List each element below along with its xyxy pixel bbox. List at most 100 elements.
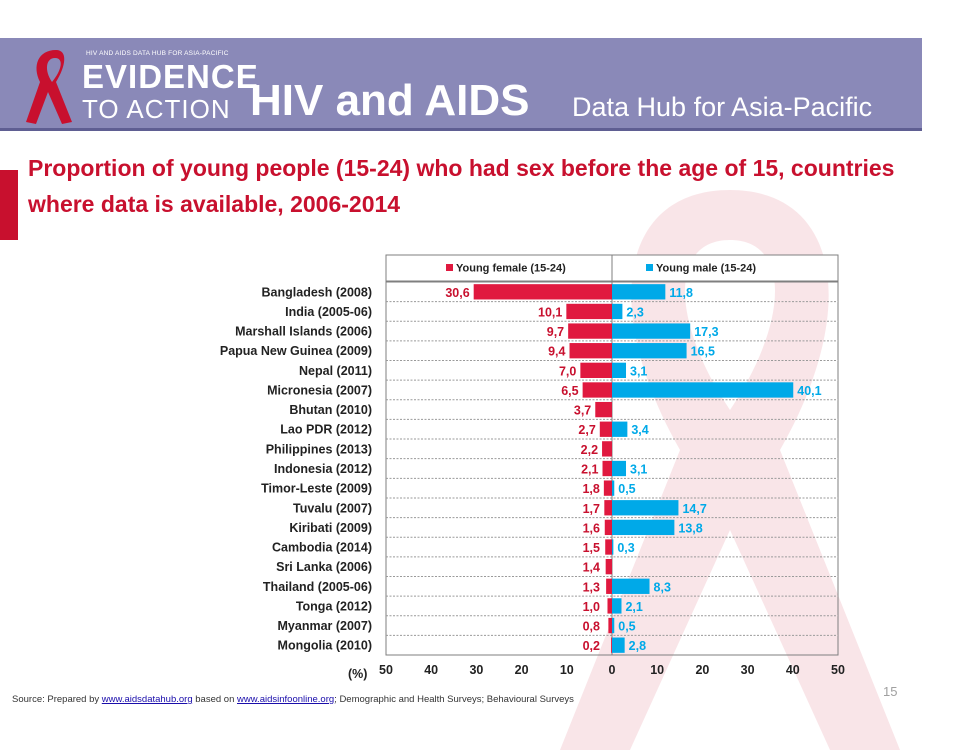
category-label: Kiribati (2009) — [289, 521, 372, 535]
male-bar — [612, 382, 794, 398]
male-data-label: 3,1 — [630, 364, 647, 378]
female-bar — [595, 401, 612, 418]
female-bar — [569, 343, 612, 359]
female-data-label: 7,0 — [559, 364, 576, 378]
male-data-label: 0,5 — [618, 482, 635, 496]
female-data-label: 30,6 — [445, 286, 469, 300]
male-data-label: 2,3 — [626, 305, 643, 319]
category-label: India (2005-06) — [285, 305, 372, 319]
female-bar — [603, 480, 612, 496]
legend-label-female: Young female (15-24) — [456, 263, 566, 275]
x-tick-label: 0 — [609, 663, 616, 677]
aidsinfoonline-link[interactable]: www.aidsinfoonline.org — [237, 694, 335, 705]
red-ribbon-icon — [26, 50, 72, 124]
male-bar — [612, 637, 625, 653]
x-unit-label: (%) — [348, 667, 367, 681]
female-bar — [607, 598, 612, 614]
logo-tagline: HIV AND AIDS DATA HUB FOR ASIA-PACIFIC — [86, 50, 229, 57]
female-data-label: 9,4 — [548, 345, 565, 359]
brand-title: HIV and AIDS — [250, 76, 530, 125]
male-bar — [612, 578, 650, 594]
female-data-label: 1,0 — [583, 600, 600, 614]
diverging-bar-chart: Young female (15-24) Young male (15-24) Ba… — [220, 254, 845, 681]
male-data-label: 3,1 — [630, 463, 647, 477]
male-bar — [612, 343, 687, 359]
male-data-label: 14,7 — [682, 502, 706, 516]
category-label: Tuvalu (2007) — [293, 501, 372, 515]
female-bar — [611, 637, 612, 653]
male-data-label: 8,3 — [654, 580, 671, 594]
source-suffix: ; Demographic and Health Surveys; Behavi… — [334, 694, 574, 705]
female-bar — [599, 421, 612, 437]
category-label: Micronesia (2007) — [267, 383, 372, 397]
female-bar — [605, 559, 612, 575]
female-data-label: 1,6 — [583, 521, 600, 535]
female-bar — [602, 441, 612, 457]
x-tick-label: 50 — [831, 663, 845, 677]
male-bar — [612, 480, 615, 496]
female-bar — [582, 382, 612, 398]
female-data-label: 1,5 — [583, 541, 600, 555]
male-data-label: 2,8 — [629, 639, 646, 653]
title-accent-bar — [0, 170, 18, 240]
female-data-label: 6,5 — [561, 384, 578, 398]
category-label: Myanmar (2007) — [278, 619, 373, 633]
x-tick-label: 30 — [469, 663, 483, 677]
header-rule — [0, 128, 922, 131]
legend-swatch-female — [446, 264, 453, 271]
category-label: Sri Lanka (2006) — [276, 560, 372, 574]
category-label: Bangladesh (2008) — [262, 285, 372, 299]
male-data-label: 11,8 — [669, 286, 693, 300]
female-data-label: 2,1 — [581, 463, 598, 477]
female-bar — [580, 362, 612, 378]
x-tick-label: 20 — [695, 663, 709, 677]
slide-title: Proportion of young people (15-24) who h… — [28, 155, 895, 217]
male-data-label: 2,1 — [625, 600, 642, 614]
male-data-label: 0,5 — [618, 620, 635, 634]
male-bar — [612, 617, 615, 634]
female-data-label: 2,7 — [578, 423, 595, 437]
x-tick-label: 10 — [650, 663, 664, 677]
category-label: Cambodia (2014) — [272, 541, 372, 555]
legend-swatch-male — [646, 264, 653, 271]
category-label: Thailand (2005-06) — [263, 580, 372, 594]
source-prefix: Source: Prepared by — [12, 694, 102, 705]
male-data-label: 0,3 — [617, 541, 634, 555]
x-tick-label: 40 — [786, 663, 800, 677]
male-data-label: 16,5 — [691, 345, 715, 359]
male-bar — [612, 303, 623, 320]
logo-evidence-text: EVIDENCE — [82, 58, 259, 95]
female-bar — [473, 284, 612, 300]
category-label: Indonesia (2012) — [274, 462, 372, 476]
evidence-to-action-logo: HIV AND AIDS DATA HUB FOR ASIA-PACIFIC E… — [18, 44, 258, 126]
header-band — [0, 38, 922, 130]
aidsdatahub-link[interactable]: www.aidsdatahub.org — [101, 694, 193, 705]
source-middle: based on — [192, 694, 237, 705]
female-bar — [568, 323, 612, 339]
male-bar — [612, 539, 614, 555]
male-bar — [612, 362, 627, 378]
male-bar — [612, 323, 691, 339]
category-label: Bhutan (2010) — [289, 403, 372, 417]
page-number: 15 — [883, 684, 898, 699]
female-bar — [608, 617, 612, 634]
brand-subtitle: Data Hub for Asia-Pacific — [572, 92, 873, 122]
category-label: Mongolia (2010) — [278, 639, 372, 653]
female-bar — [604, 500, 612, 516]
female-bar — [606, 578, 612, 594]
female-data-label: 0,2 — [583, 639, 600, 653]
female-bar — [604, 519, 612, 536]
category-label: Tonga (2012) — [296, 599, 372, 613]
x-tick-label: 20 — [515, 663, 529, 677]
category-label: Lao PDR (2012) — [280, 423, 372, 437]
female-bar — [605, 539, 612, 555]
x-tick-label: 40 — [424, 663, 438, 677]
female-bar — [566, 303, 612, 320]
male-bar — [612, 500, 679, 516]
x-tick-label: 10 — [560, 663, 574, 677]
male-data-label: 13,8 — [678, 521, 702, 535]
female-data-label: 10,1 — [538, 305, 562, 319]
female-data-label: 0,8 — [583, 620, 600, 634]
x-tick-label: 50 — [379, 663, 393, 677]
male-bar — [612, 284, 666, 300]
